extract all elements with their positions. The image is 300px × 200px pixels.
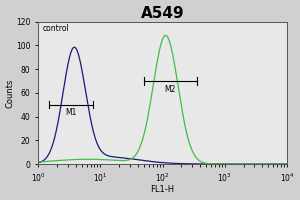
Text: M2: M2 [165,85,176,94]
Text: M1: M1 [65,108,77,117]
Title: A549: A549 [141,6,184,21]
X-axis label: FL1-H: FL1-H [151,185,175,194]
Y-axis label: Counts: Counts [6,78,15,108]
Text: control: control [43,24,70,33]
